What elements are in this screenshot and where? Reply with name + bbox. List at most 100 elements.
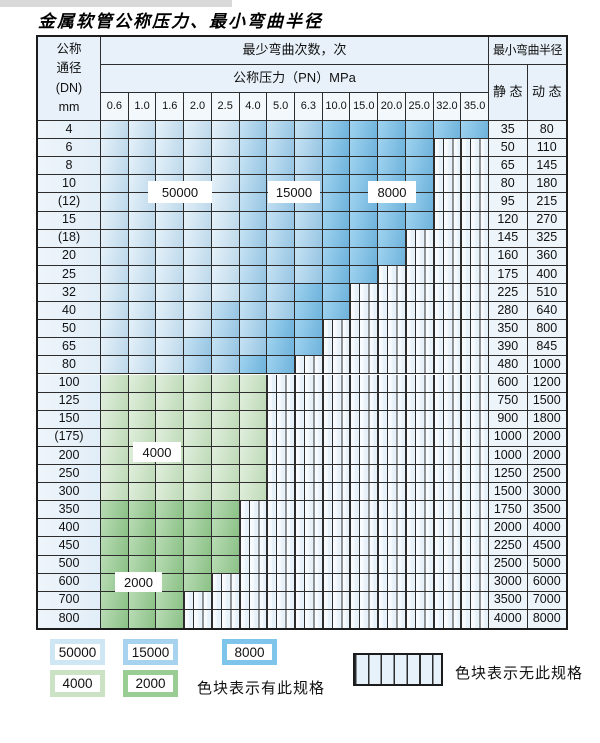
row-dn-label: 25 — [38, 265, 101, 284]
cycle-cell — [239, 573, 268, 592]
cycle-cell — [211, 537, 240, 556]
cycle-cell — [405, 410, 434, 429]
cycle-cell — [239, 139, 268, 158]
cycle-cell — [461, 175, 489, 194]
cycle-cell — [184, 320, 212, 339]
page-title: 金属软管公称压力、最小弯曲半径 — [38, 12, 323, 32]
cycle-cell — [101, 193, 129, 212]
cycle-cell — [211, 501, 240, 520]
cycle-cell — [101, 392, 129, 411]
cycle-cell — [433, 428, 462, 447]
cycle-cell — [211, 265, 240, 284]
cycle-cell — [101, 283, 129, 303]
cycle-cell — [433, 591, 462, 610]
cycle-cell — [322, 175, 351, 194]
cycle-cell — [267, 609, 295, 628]
cycle-cell — [267, 555, 295, 574]
cycle-cell — [156, 247, 185, 266]
row-dn-label: 40 — [38, 302, 101, 321]
cycle-cell — [433, 247, 462, 266]
cycle-cell — [211, 555, 240, 574]
cycle-cell — [128, 356, 157, 375]
cycle-cell — [433, 265, 462, 284]
cycle-cell — [128, 229, 157, 248]
cycle-cell — [211, 211, 240, 230]
cycle-cell — [267, 139, 295, 158]
cycle-cell — [350, 537, 379, 556]
dynamic-radius-value: 4000 — [527, 519, 566, 538]
cycle-cell — [184, 356, 212, 375]
cycle-cell — [156, 573, 185, 592]
pressure-col-header: 2.5 — [211, 93, 240, 121]
cycle-cell — [156, 609, 185, 628]
static-radius-value: 750 — [489, 392, 528, 411]
cycle-cell — [184, 392, 212, 411]
cycle-cell — [184, 501, 212, 520]
cycle-cell — [128, 392, 157, 411]
cycle-cell — [295, 446, 323, 466]
zone-label-2000: 2000 — [115, 572, 162, 592]
cycle-cell — [267, 446, 295, 466]
cycle-cell — [184, 211, 212, 230]
cycle-cell — [211, 121, 240, 140]
cycle-cell — [239, 428, 268, 447]
cycle-cell — [184, 374, 212, 393]
pressure-col-header: 5.0 — [267, 93, 295, 121]
dynamic-radius-value: 8000 — [527, 609, 566, 628]
cycle-cell — [405, 338, 434, 357]
cycle-cell — [184, 229, 212, 248]
row-dn-label: 80 — [38, 356, 101, 375]
cycle-cell — [405, 320, 434, 339]
cycle-cell — [267, 338, 295, 357]
static-radius-value: 2250 — [489, 537, 528, 556]
dynamic-radius-value: 400 — [527, 265, 566, 284]
cycle-cell — [433, 483, 462, 502]
cycle-cell — [322, 139, 351, 158]
cycle-cell — [405, 609, 434, 628]
pressure-col-header: 1.6 — [156, 93, 185, 121]
cycle-cell — [461, 356, 489, 375]
cycle-cell — [101, 555, 129, 574]
cycle-cell — [433, 283, 462, 303]
cycle-cell — [350, 609, 379, 628]
cycle-cell — [433, 465, 462, 484]
cycle-cell — [211, 465, 240, 484]
cycle-cell — [433, 555, 462, 574]
cycle-cell — [101, 446, 129, 466]
cycle-cell — [461, 139, 489, 158]
cycle-cell — [128, 139, 157, 158]
cycle-cell — [156, 555, 185, 574]
cycle-cell — [378, 428, 406, 447]
cycle-cell — [128, 320, 157, 339]
cycle-cell — [211, 283, 240, 303]
static-radius-value: 225 — [489, 283, 528, 303]
row-dn-label: 65 — [38, 338, 101, 357]
cycle-cell — [405, 157, 434, 176]
cycle-cell — [378, 121, 406, 140]
cycle-cell — [156, 302, 185, 321]
cycle-cell — [405, 428, 434, 447]
cycle-cell — [101, 265, 129, 284]
cycle-cell — [461, 410, 489, 429]
row-dn-label: (175) — [38, 428, 101, 447]
row-dn-label: 4 — [38, 121, 101, 140]
cycle-cell — [128, 465, 157, 484]
cycle-cell — [322, 302, 351, 321]
cycle-cell — [211, 446, 240, 466]
cycle-cell — [267, 265, 295, 284]
cycle-cell — [322, 211, 351, 230]
cycle-cell — [461, 446, 489, 466]
cycle-cell — [156, 519, 185, 538]
static-radius-value: 3500 — [489, 591, 528, 610]
row-dn-label: 125 — [38, 392, 101, 411]
row-dn-label: 500 — [38, 555, 101, 574]
min-bend-radius-header: 最小弯曲半径 — [489, 37, 566, 65]
cycle-cell — [322, 446, 351, 466]
cycle-cell — [128, 555, 157, 574]
cycle-cell — [378, 410, 406, 429]
cycle-cell — [156, 392, 185, 411]
cycle-cell — [101, 356, 129, 375]
cycle-cell — [211, 320, 240, 339]
cycle-cell — [156, 121, 185, 140]
static-radius-value: 120 — [489, 211, 528, 230]
